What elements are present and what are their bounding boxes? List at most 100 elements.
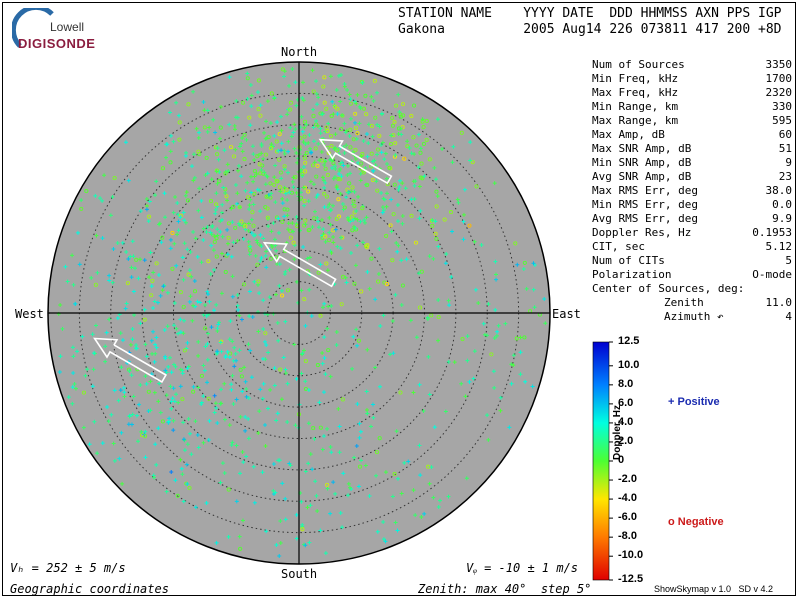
positive-source-marker — [400, 214, 405, 219]
positive-source-marker — [436, 504, 441, 509]
positive-source-marker — [262, 130, 267, 135]
negative-source-marker — [223, 269, 228, 275]
negative-source-marker — [315, 163, 320, 168]
negative-source-marker — [125, 281, 130, 286]
stat-value: 51 — [778, 142, 792, 155]
positive-source-marker — [178, 384, 183, 389]
negative-source-marker — [424, 118, 429, 123]
negative-source-marker — [219, 339, 224, 344]
negative-source-marker — [327, 238, 332, 243]
positive-source-marker — [171, 139, 176, 144]
positive-source-marker — [148, 379, 153, 384]
positive-source-marker — [322, 163, 327, 168]
positive-source-marker — [446, 298, 451, 303]
negative-source-marker — [333, 104, 338, 109]
velocity-arrow-icon — [318, 138, 393, 185]
positive-source-marker — [173, 195, 178, 200]
positive-source-marker — [259, 142, 264, 147]
negative-source-marker — [402, 156, 407, 161]
positive-source-marker — [193, 505, 198, 510]
positive-source-marker — [252, 174, 257, 179]
positive-source-marker — [230, 373, 235, 378]
positive-source-marker — [366, 122, 371, 127]
positive-source-marker — [237, 313, 242, 318]
positive-source-marker — [299, 288, 304, 293]
negative-source-marker — [372, 78, 377, 83]
negative-source-marker — [311, 426, 316, 431]
positive-source-marker — [308, 503, 313, 508]
negative-source-marker — [269, 91, 274, 96]
positive-source-marker — [123, 306, 128, 311]
negative-source-marker — [268, 146, 274, 151]
stat-value: 9.9 — [772, 212, 792, 225]
positive-source-marker — [425, 317, 430, 322]
negative-source-marker — [328, 133, 334, 139]
positive-source-marker — [290, 221, 295, 226]
positive-source-marker — [211, 117, 216, 122]
positive-source-marker — [268, 121, 273, 126]
positive-source-marker — [385, 162, 390, 167]
positive-source-marker — [249, 104, 254, 109]
positive-source-marker — [171, 386, 176, 391]
negative-source-marker — [340, 274, 346, 279]
negative-source-marker — [364, 112, 369, 117]
negative-source-marker — [359, 161, 364, 166]
negative-source-marker — [470, 160, 475, 165]
positive-source-marker — [397, 184, 402, 189]
stat-row: Min RMS Err, deg 0.0 — [592, 198, 792, 212]
positive-source-marker — [216, 157, 221, 162]
positive-source-marker — [394, 241, 399, 246]
positive-source-marker — [176, 228, 181, 233]
negative-source-marker — [339, 127, 344, 132]
positive-source-marker — [271, 488, 276, 493]
positive-source-marker — [164, 393, 169, 398]
positive-source-marker — [272, 383, 277, 388]
positive-source-marker — [358, 171, 363, 176]
positive-source-marker — [280, 481, 285, 486]
positive-source-marker — [90, 384, 95, 389]
positive-source-marker — [181, 331, 186, 336]
positive-source-marker — [129, 265, 134, 270]
positive-source-marker — [279, 288, 284, 293]
positive-source-marker — [240, 450, 245, 455]
positive-source-marker — [192, 279, 197, 284]
positive-source-marker — [215, 227, 220, 232]
stat-label: Max Freq, kHz — [592, 86, 679, 99]
positive-source-marker — [151, 305, 156, 310]
positive-source-marker — [509, 362, 514, 367]
negative-source-marker — [322, 100, 327, 105]
positive-source-marker — [176, 219, 181, 224]
negative-source-marker — [323, 234, 328, 239]
positive-source-marker — [370, 159, 375, 164]
positive-source-marker — [312, 160, 317, 165]
positive-source-marker — [323, 551, 328, 556]
positive-source-marker — [344, 143, 349, 148]
stat-row: CIT, sec 5.12 — [592, 240, 792, 254]
negative-source-marker — [285, 288, 291, 293]
positive-source-marker — [207, 418, 212, 423]
positive-source-marker — [204, 500, 209, 505]
positive-source-marker — [371, 415, 376, 420]
positive-source-marker — [518, 335, 523, 340]
positive-source-marker — [359, 153, 364, 158]
positive-source-marker — [364, 389, 369, 394]
negative-source-marker — [251, 223, 256, 228]
positive-source-marker — [248, 244, 253, 249]
negative-source-marker — [353, 125, 358, 131]
positive-source-marker — [283, 191, 288, 196]
positive-source-marker — [282, 185, 287, 190]
positive-source-marker — [63, 264, 68, 269]
positive-source-marker — [496, 323, 501, 328]
positive-source-marker — [316, 225, 321, 230]
positive-source-marker — [178, 457, 183, 462]
positive-source-marker — [248, 348, 253, 353]
negative-source-marker — [352, 281, 357, 286]
negative-source-marker — [310, 163, 316, 168]
positive-source-marker — [333, 145, 338, 150]
positive-source-marker — [294, 103, 299, 108]
stat-value: 5 — [785, 254, 792, 267]
positive-source-marker — [360, 240, 365, 245]
negative-source-marker — [359, 289, 364, 294]
positive-source-marker — [302, 125, 307, 130]
positive-source-marker — [205, 380, 210, 385]
